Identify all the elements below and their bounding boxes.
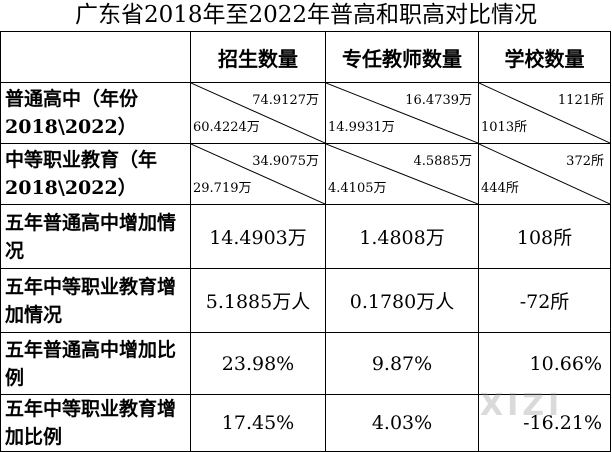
value-cell: 9.87% [325,332,479,395]
row-label: 中等职业教育（年2018\2022） [0,143,191,205]
watermark: XIZI [480,388,564,423]
value-cell: -72所 [478,268,611,333]
value-cell: 108所 [478,204,611,269]
value-cell: 10.66% [478,332,611,395]
value-cell: 17.45% [190,394,326,452]
page-title: 广东省2018年至2022年普高和职高对比情况 [74,2,538,28]
row-label: 普通高中（年份2018\2022） [0,82,191,144]
value-cell: 5.1885万人 [190,268,326,333]
diagonal-line [326,83,478,143]
table-row: 中等职业教育（年2018\2022） 34.9075万 29.719万 4.58… [0,143,611,205]
row-label: 五年中等职业教育增加比例 [0,394,191,452]
value-2022: 74.9127万 [252,93,319,108]
header-cell-teachers: 专任教师数量 [325,31,479,83]
split-cell: 16.4739万 14.9931万 [325,82,479,144]
split-cell: 4.5885万 4.4105万 [325,143,479,205]
split-cell: 372所 444所 [478,143,611,205]
header-cell-corner [0,31,191,83]
split-cell: 1121所 1013所 [478,82,611,144]
diagonal-line [191,83,325,143]
value-2018: 1013所 [481,120,528,135]
value-2018: 29.719万 [193,181,252,196]
table-row: 五年中等职业教育增加情况 5.1885万人 0.1780万人 -72所 [0,268,611,333]
value-2018: 60.4224万 [193,120,260,135]
diagonal-line [191,144,325,204]
value-2022: 16.4739万 [405,93,472,108]
comparison-table: 招生数量 专任教师数量 学校数量 普通高中（年份2018\2022） 74.91… [0,31,611,452]
value-cell: 14.4903万 [190,204,326,269]
value-2018: 4.4105万 [328,181,387,196]
value-2022: 4.5885万 [413,154,473,169]
row-label: 五年普通高中增加比例 [0,332,191,395]
table-row: 普通高中（年份2018\2022） 74.9127万 60.4224万 16.4… [0,82,611,144]
header-cell-schools: 学校数量 [478,31,611,83]
diagonal-line [479,144,610,204]
value-2022: 1121所 [557,93,604,108]
table-row: 五年普通高中增加比例 23.98% 9.87% 10.66% [0,332,611,395]
value-cell: 4.03% [325,394,479,452]
table-row: 五年中等职业教育增加比例 17.45% 4.03% -16.21% [0,394,611,452]
value-2018: 444所 [481,181,519,196]
table-row: 五年普通高中增加情况 14.4903万 1.4808万 108所 [0,204,611,269]
split-cell: 34.9075万 29.719万 [190,143,326,205]
row-label: 五年中等职业教育增加情况 [0,268,191,333]
value-2022: 372所 [566,154,604,169]
header-cell-enrollment: 招生数量 [190,31,326,83]
header-row: 招生数量 专任教师数量 学校数量 [0,31,611,83]
row-label: 五年普通高中增加情况 [0,204,191,269]
value-cell: 23.98% [190,332,326,395]
diagonal-line [479,83,610,143]
value-cell: 1.4808万 [325,204,479,269]
value-cell: -16.21% [478,394,611,452]
diagonal-line [326,144,478,204]
value-2022: 34.9075万 [252,154,319,169]
split-cell: 74.9127万 60.4224万 [190,82,326,144]
value-2018: 14.9931万 [328,120,395,135]
value-cell: 0.1780万人 [325,268,479,333]
